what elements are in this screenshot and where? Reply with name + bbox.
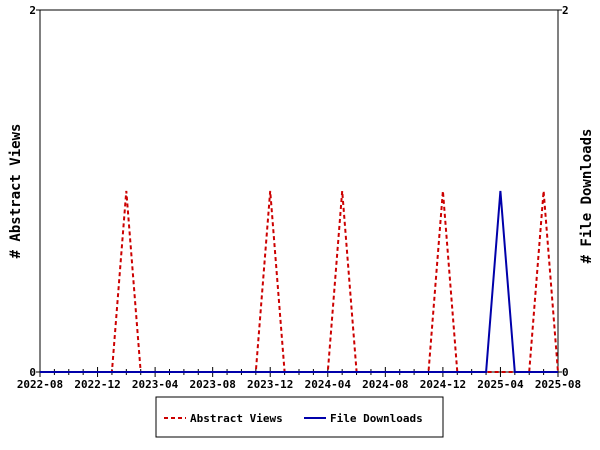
- x-tick-label: 2025-08: [535, 378, 581, 391]
- series-layer: [40, 190, 559, 373]
- y-axis-title-left: # Abstract Views: [8, 124, 24, 259]
- y-axis-title-right: # File Downloads: [579, 129, 595, 264]
- x-tick-label: 2023-12: [247, 378, 293, 391]
- x-tick-label: 2024-12: [420, 378, 466, 391]
- legend: Abstract Views File Downloads: [155, 396, 444, 438]
- y-tick-label-right: 2: [562, 4, 569, 17]
- y-tick-label-left: 0: [29, 366, 36, 379]
- x-tick-label: 2024-08: [362, 378, 408, 391]
- legend-box: [155, 396, 444, 438]
- plot-area: [39, 9, 559, 373]
- x-tick-label: 2025-04: [477, 378, 524, 391]
- x-tick-label: 2023-04: [132, 378, 179, 391]
- tick-labels: 2022-08 2022-12 2023-04 2023-08 2023-12 2024-…: [17, 4, 581, 391]
- legend-label-abstract-views: Abstract Views: [190, 412, 283, 425]
- series-line-1: [40, 190, 558, 373]
- x-tick-label: 2022-12: [74, 378, 120, 391]
- x-tick-label: 2022-08: [17, 378, 63, 391]
- y-tick-label-right: 0: [562, 366, 569, 379]
- y-tick-label-left: 2: [29, 4, 36, 17]
- x-tick-label: 2024-04: [305, 378, 352, 391]
- legend-label-file-downloads: File Downloads: [330, 412, 423, 425]
- x-tick-label: 2023-08: [189, 378, 235, 391]
